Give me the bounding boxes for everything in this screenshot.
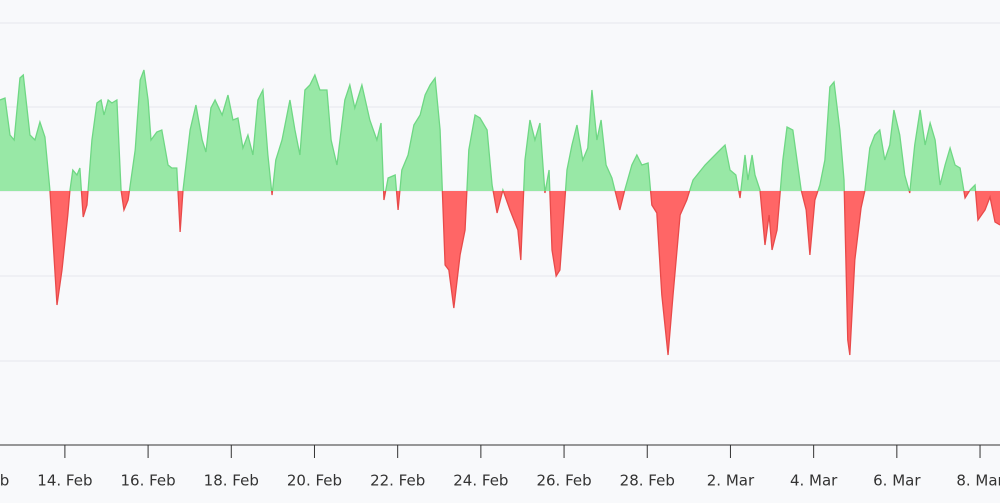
x-tick-label: 24. Feb	[453, 472, 508, 490]
x-tick-label: 22. Feb	[370, 472, 425, 490]
x-axis: 12. Feb 14. Feb 16. Feb 18. Feb 20. Feb 22. F…	[0, 444, 1000, 490]
negative-line	[49, 191, 1000, 356]
x-tick-label: 12. Feb	[0, 472, 9, 490]
x-tick-label: 20. Feb	[287, 472, 342, 490]
x-tick-label: 8. Mar	[956, 472, 1000, 490]
positive-area	[0, 70, 1000, 191]
x-tick-label: 28. Feb	[620, 472, 675, 490]
x-tick-label: 4. Mar	[790, 472, 838, 490]
positive-line	[0, 69, 977, 191]
x-tick-label: 26. Feb	[536, 472, 591, 490]
x-tick-label: 2. Mar	[707, 472, 755, 490]
negative-area	[0, 191, 1000, 355]
x-tick-label: 16. Feb	[120, 472, 175, 490]
x-tick-label: 18. Feb	[204, 472, 259, 490]
x-tick-label: 14. Feb	[37, 472, 92, 490]
x-tick-label: 6. Mar	[873, 472, 921, 490]
plot-area	[0, 69, 1000, 356]
